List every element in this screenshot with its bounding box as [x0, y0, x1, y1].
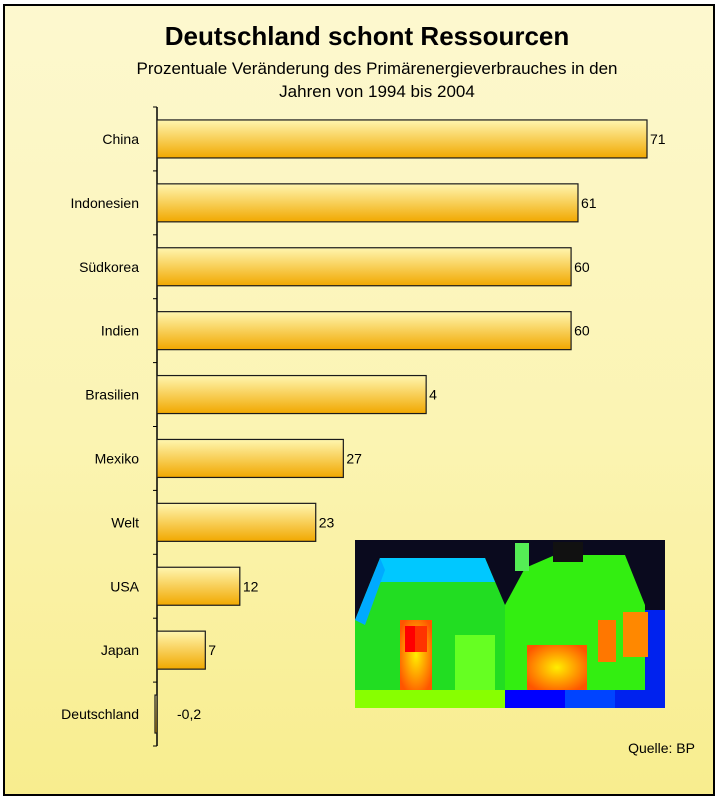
source-label: Quelle: BP	[628, 740, 695, 756]
bar-usa	[156, 566, 241, 606]
value-label: 60	[574, 259, 590, 275]
value-label: -0,2	[177, 706, 201, 722]
bar-deutschland	[154, 694, 158, 734]
category-label: China	[102, 131, 139, 147]
value-label: 60	[574, 323, 590, 339]
category-label: USA	[110, 578, 139, 594]
category-label: Mexiko	[95, 450, 140, 466]
value-label: 7	[208, 642, 216, 658]
category-label: Südkorea	[79, 259, 139, 275]
bar-welt	[156, 502, 317, 542]
value-label: 71	[650, 131, 666, 147]
bar-mexiko	[156, 438, 344, 479]
chart-title: Deutschland schont Ressourcen	[165, 21, 570, 51]
value-label: 23	[319, 514, 335, 530]
chart-subtitle-line-1: Prozentuale Veränderung des Primärenergi…	[136, 59, 617, 78]
category-label: Indien	[101, 323, 139, 339]
value-label: 27	[346, 450, 362, 466]
thermal-house-image	[355, 540, 665, 708]
category-label: Deutschland	[61, 706, 139, 722]
chart-frame: Deutschland schont Ressourcen Prozentual…	[3, 4, 715, 796]
bar-japan	[156, 630, 206, 670]
category-label: Brasilien	[85, 387, 139, 403]
category-label: Indonesien	[70, 195, 139, 211]
bar-indien	[156, 311, 572, 351]
value-label: 4	[429, 387, 437, 403]
value-label: 12	[243, 578, 259, 594]
bar-chart: Deutschland schont Ressourcen Prozentual…	[61, 21, 695, 756]
bar-china	[156, 119, 648, 159]
bar-indonesien	[156, 183, 579, 223]
value-label: 61	[581, 195, 597, 211]
category-label: Welt	[111, 514, 139, 530]
bar-brasilien	[156, 374, 427, 415]
category-label: Japan	[101, 642, 139, 658]
chart-subtitle-line-2: Jahren von 1994 bis 2004	[279, 82, 475, 101]
bar-südkorea	[156, 247, 572, 287]
